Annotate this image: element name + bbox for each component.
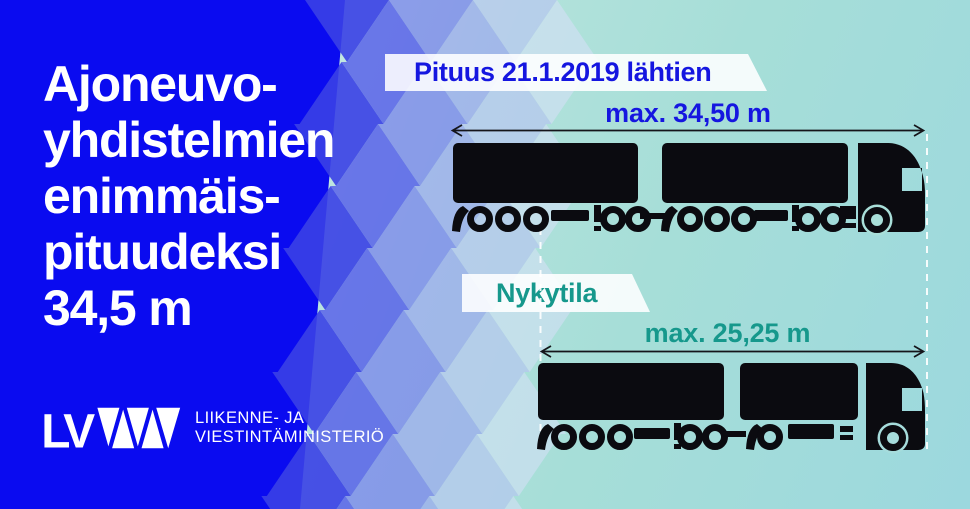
logo-triangle-up [141,409,164,449]
truck-cab [866,363,925,450]
title-line: 34,5 m [43,280,193,336]
new-rule-banner: Pituus 21.1.2019 lähtien [385,54,767,91]
current-state-banner: Nykytila [462,274,650,312]
mosaic-triangle [305,0,389,62]
current-max-length: max. 25,25 m [644,318,811,348]
logo-triangle-down [156,407,181,449]
ministry-name-line2: VIESTINTÄMINISTERIÖ [195,428,385,446]
mosaic-triangle [440,372,525,434]
mosaic-triangle [308,434,393,496]
ministry-name: LIIKENNE- JA VIESTINTÄMINISTERIÖ [195,409,384,448]
mosaic-triangle [336,124,421,186]
mosaic-triangle [283,248,368,310]
logo-letters: LV [44,405,95,455]
logo-triangle-up [112,409,135,449]
mudflap [452,206,469,232]
blue-panel [0,0,345,509]
title-line: Ajoneuvo- [43,56,278,112]
logo-triangle-down [97,407,120,447]
mosaic-triangle [403,310,488,372]
trailer-box [453,143,638,203]
mosaic-triangle [347,0,431,62]
arrow-25m [539,345,926,358]
mosaic-triangle [330,186,415,248]
drawbar [640,213,668,219]
cargo-box [740,363,858,420]
mosaic-triangle [288,186,373,248]
mosaic-triangle [467,62,552,124]
fuel-tank [788,424,834,439]
new-rule-label: Pituus 21.1.2019 lähtien [414,57,712,87]
mosaic-triangle [487,310,572,372]
mosaic-triangle [515,0,599,62]
mosaic-triangle [266,434,351,496]
mosaic-triangle [383,62,468,124]
current-state-label: Nykytila [496,277,598,308]
title-line: pituudeksi [43,224,282,280]
mosaic-triangle [392,434,477,496]
mosaic-triangle [473,0,557,62]
truck-25m-silhouette [537,363,925,454]
mosaic-triangle [445,310,530,372]
page-title: Ajoneuvo- yhdistelmien enimmäis- pituude… [43,56,335,336]
mosaic-triangle [361,310,446,372]
mosaic-triangle [504,496,523,509]
mosaic-triangle [319,310,404,372]
mudflap [537,424,554,450]
title-line: yhdistelmien [43,112,335,168]
mosaic-triangle [314,372,399,434]
mosaic-triangle [261,496,346,509]
trailer-box [538,363,724,420]
mosaic-triangle [367,248,452,310]
title-line: enimmäis- [43,168,281,224]
mosaic-triangle [420,496,439,509]
ministry-name-line1: LIIKENNE- JA [195,408,305,427]
new-max-length: max. 34,50 m [605,98,771,128]
lvm-logo: LV LIIKENNE- JA VIESTINTÄMINISTERIÖ [44,401,384,455]
mosaic-triangle [294,124,379,186]
trailer-box [662,143,848,203]
mosaic-triangle [356,372,441,434]
mosaic-triangle [398,372,483,434]
mudflap [661,206,678,232]
mosaic-triangle [345,496,430,509]
mosaic-triangle [378,124,463,186]
mosaic-triangle [476,434,561,496]
mosaic-triangle [336,496,355,509]
mosaic-triangle [299,62,384,124]
truck-34m-silhouette [452,143,925,236]
mosaic-triangle [431,0,515,62]
wheels [467,206,890,233]
mosaic-triangle [350,434,435,496]
wheels [551,424,906,451]
lvm-logo-icon: LV [44,405,181,455]
mosaic-triangle [389,0,473,62]
mosaic-triangle [434,434,519,496]
arrow-34m [450,124,926,137]
drawbar [726,431,746,437]
logo-triangle-down [126,407,149,447]
mosaic-triangle [372,186,457,248]
mosaic-triangle [325,248,410,310]
mosaic-triangle [277,310,362,372]
mosaic-triangle [429,496,514,509]
mosaic-triangle [272,372,357,434]
